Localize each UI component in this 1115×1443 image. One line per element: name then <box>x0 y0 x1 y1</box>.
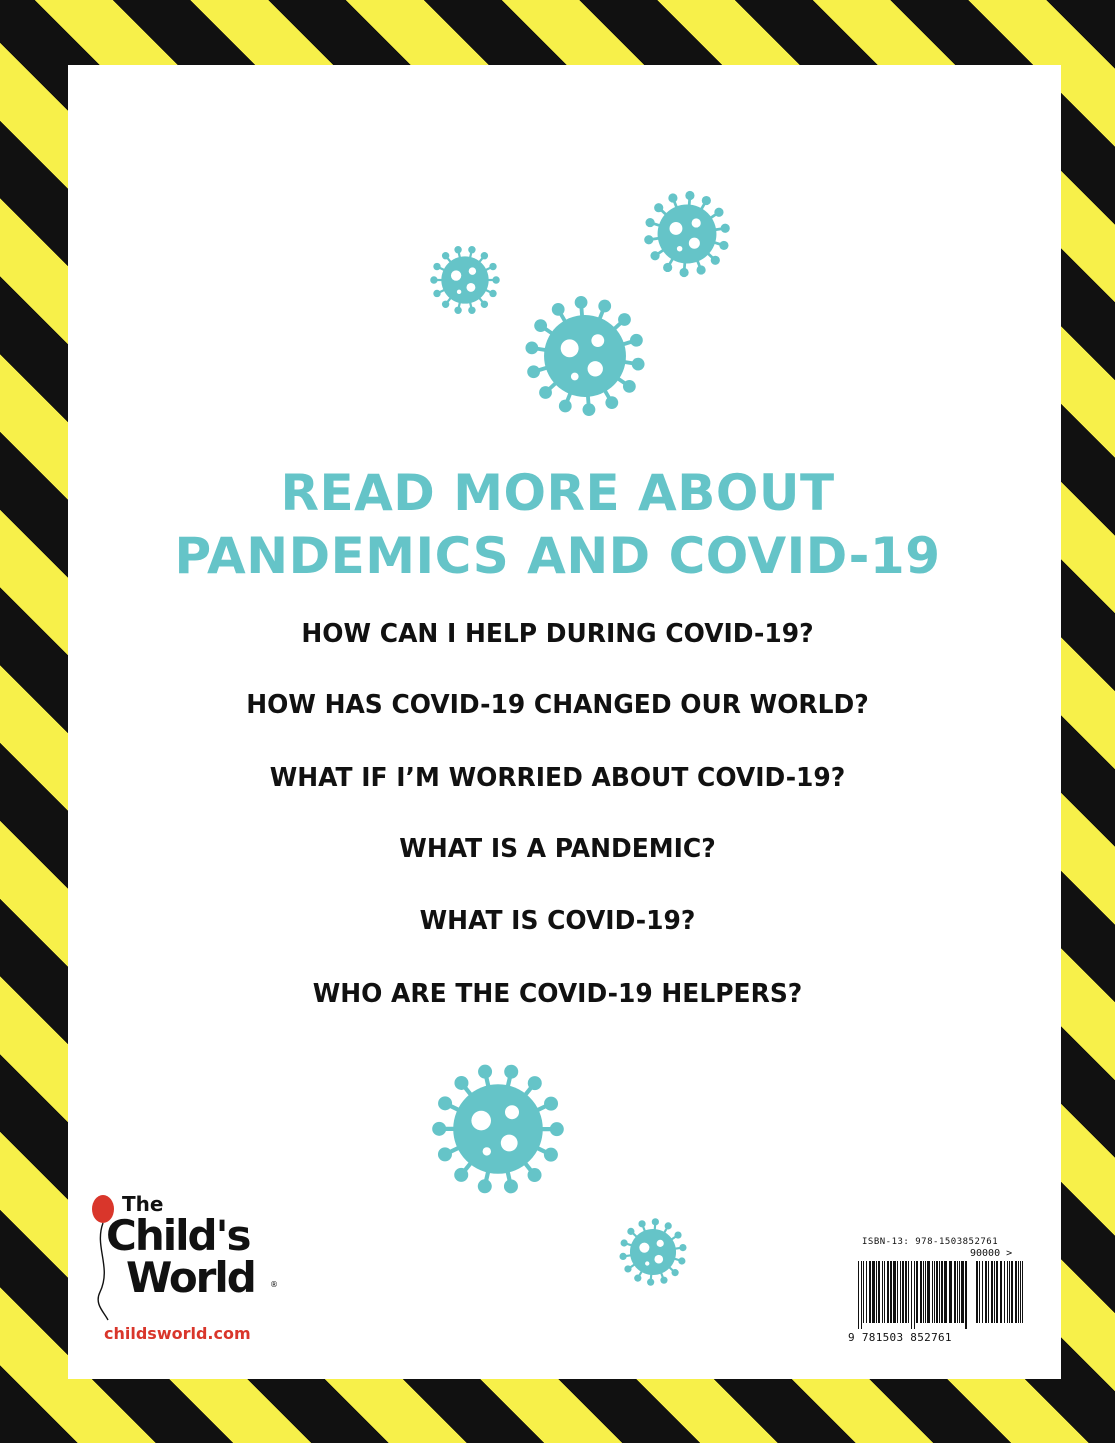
isbn-barcode: ISBN-13: 978-1503852761 90000 > 9 781503… <box>848 1227 1028 1347</box>
virus-icon <box>430 245 500 315</box>
book-title-item: WHAT IS A PANDEMIC? <box>399 834 716 864</box>
book-title-item: WHO ARE THE COVID-19 HELPERS? <box>312 979 803 1009</box>
book-title-item: WHAT IS COVID-19? <box>419 906 696 936</box>
logo-word-world: World <box>126 1253 257 1302</box>
virus-icon <box>619 1218 687 1286</box>
isbn-label: ISBN-13: 978-1503852761 <box>862 1237 999 1247</box>
publisher-logo: The Child's World ® childsworld.com <box>90 1192 290 1352</box>
balloon-icon <box>92 1195 114 1321</box>
barcode-digits: 9 781503 852761 <box>848 1331 952 1344</box>
book-title-item: WHAT IF I’M WORRIED ABOUT COVID-19? <box>269 763 846 793</box>
registered-mark: ® <box>270 1280 278 1289</box>
barcode-icon <box>858 1261 1023 1329</box>
book-title-item: HOW CAN I HELP DURING COVID-19? <box>301 619 814 649</box>
barcode-addon: 90000 > <box>970 1248 1013 1259</box>
publisher-url: childsworld.com <box>104 1324 251 1343</box>
heading-line-2: PANDEMICS AND COVID-19 <box>174 527 941 585</box>
logo-the: The <box>122 1192 164 1216</box>
virus-icon <box>525 295 645 417</box>
white-panel <box>68 65 1061 1379</box>
virus-icon <box>432 1064 564 1194</box>
heading-line-1: READ MORE ABOUT <box>280 464 835 522</box>
virus-icon <box>644 190 730 278</box>
book-title-item: HOW HAS COVID-19 CHANGED OUR WORLD? <box>246 690 869 720</box>
logo-word-childs: Child's <box>106 1211 251 1260</box>
